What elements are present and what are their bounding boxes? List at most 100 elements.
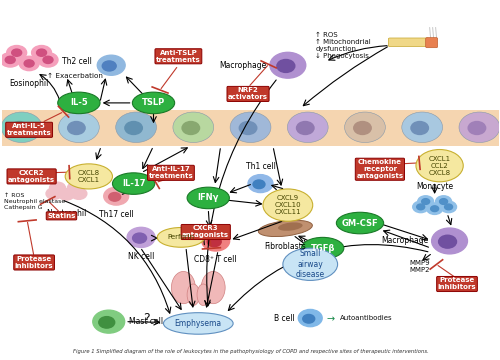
Text: CXCL8
CXCL1: CXCL8 CXCL1 xyxy=(78,170,100,183)
Circle shape xyxy=(418,196,434,207)
Ellipse shape xyxy=(278,222,302,231)
Ellipse shape xyxy=(263,189,312,221)
Text: $\rightarrow$: $\rightarrow$ xyxy=(325,313,336,323)
Text: Anti-TSLP
treatments: Anti-TSLP treatments xyxy=(156,50,201,63)
Circle shape xyxy=(422,199,430,204)
Circle shape xyxy=(298,310,322,327)
Circle shape xyxy=(303,315,314,323)
Circle shape xyxy=(253,180,265,189)
FancyBboxPatch shape xyxy=(2,110,500,146)
FancyBboxPatch shape xyxy=(388,38,428,46)
Circle shape xyxy=(440,199,448,204)
Text: Protease
inhibitors: Protease inhibitors xyxy=(438,278,476,291)
Circle shape xyxy=(46,188,62,199)
Circle shape xyxy=(24,60,34,67)
Text: MMP9
MMP2: MMP9 MMP2 xyxy=(410,260,430,273)
Text: Th1 cell: Th1 cell xyxy=(246,162,276,171)
Circle shape xyxy=(98,55,125,75)
Circle shape xyxy=(277,59,295,72)
Ellipse shape xyxy=(164,313,233,334)
Ellipse shape xyxy=(459,112,500,143)
Circle shape xyxy=(19,56,39,71)
Circle shape xyxy=(12,49,22,56)
Circle shape xyxy=(432,228,468,254)
Text: Fibroblasts: Fibroblasts xyxy=(264,242,306,251)
Ellipse shape xyxy=(132,92,174,114)
Text: TSLP: TSLP xyxy=(142,98,165,107)
Circle shape xyxy=(440,201,456,213)
Ellipse shape xyxy=(2,112,42,143)
Circle shape xyxy=(444,204,452,210)
Ellipse shape xyxy=(344,112,386,143)
Circle shape xyxy=(104,187,128,205)
Text: ↑ ROS
↑ Mitochondrial
dysfunction
↓ Phagocytosis: ↑ ROS ↑ Mitochondrial dysfunction ↓ Phag… xyxy=(315,32,371,59)
Text: Protease
inhibitors: Protease inhibitors xyxy=(15,256,54,269)
Circle shape xyxy=(248,175,273,193)
Text: Th17 cell: Th17 cell xyxy=(99,210,134,219)
Ellipse shape xyxy=(124,121,143,135)
Text: ?: ? xyxy=(142,311,150,325)
Text: CD8⁺ T cell: CD8⁺ T cell xyxy=(194,255,237,264)
Circle shape xyxy=(108,193,120,201)
Ellipse shape xyxy=(187,187,230,209)
Ellipse shape xyxy=(336,212,384,234)
Ellipse shape xyxy=(173,112,214,143)
Ellipse shape xyxy=(116,112,156,143)
Ellipse shape xyxy=(402,112,442,143)
Ellipse shape xyxy=(65,164,112,189)
Text: Statins: Statins xyxy=(48,213,76,219)
Ellipse shape xyxy=(172,271,196,304)
Circle shape xyxy=(68,182,84,194)
Text: Macrophage: Macrophage xyxy=(220,61,267,70)
Circle shape xyxy=(438,235,456,248)
Text: IL-5: IL-5 xyxy=(70,98,88,107)
Ellipse shape xyxy=(197,284,209,306)
Text: IFNγ: IFNγ xyxy=(198,193,219,202)
Text: Macrophage: Macrophage xyxy=(382,237,428,246)
Circle shape xyxy=(99,317,114,328)
Ellipse shape xyxy=(296,121,314,135)
Circle shape xyxy=(430,206,438,212)
Text: Mast cell: Mast cell xyxy=(128,317,163,326)
Circle shape xyxy=(5,56,15,63)
Ellipse shape xyxy=(58,112,100,143)
Text: ↑ ROS
Neutrophil elastase
Cathepsin G: ↑ ROS Neutrophil elastase Cathepsin G xyxy=(4,193,66,210)
Text: Perforin: Perforin xyxy=(168,234,194,240)
Text: NRF2
activators: NRF2 activators xyxy=(228,87,268,100)
Ellipse shape xyxy=(67,121,86,135)
Text: Eosinophil: Eosinophil xyxy=(10,79,49,88)
Circle shape xyxy=(93,310,124,333)
Ellipse shape xyxy=(353,121,372,135)
Ellipse shape xyxy=(58,92,100,114)
Text: B cell: B cell xyxy=(274,314,294,323)
Ellipse shape xyxy=(288,112,328,143)
Circle shape xyxy=(127,227,155,247)
Ellipse shape xyxy=(202,271,225,304)
Text: Neutrophil: Neutrophil xyxy=(46,209,86,218)
Circle shape xyxy=(0,53,20,67)
Ellipse shape xyxy=(258,220,312,237)
Text: Chemokine
receptor
antagonists: Chemokine receptor antagonists xyxy=(356,159,404,179)
Ellipse shape xyxy=(410,121,429,135)
Text: ↑ Exacerbation: ↑ Exacerbation xyxy=(46,73,102,79)
Circle shape xyxy=(102,61,116,71)
Circle shape xyxy=(36,49,46,56)
Text: Emphysema: Emphysema xyxy=(174,319,222,328)
Text: NK cell: NK cell xyxy=(128,252,154,261)
Ellipse shape xyxy=(468,121,486,135)
Ellipse shape xyxy=(238,121,258,135)
Text: Figure 1 Simplified diagram of the role of leukocytes in the pathophysiology of : Figure 1 Simplified diagram of the role … xyxy=(72,349,428,354)
Ellipse shape xyxy=(10,121,29,135)
Text: Monocyte: Monocyte xyxy=(416,182,453,191)
Ellipse shape xyxy=(416,149,463,182)
Text: TGFβ: TGFβ xyxy=(310,244,335,253)
FancyBboxPatch shape xyxy=(426,38,438,48)
Circle shape xyxy=(71,188,87,199)
Text: GM-CSF: GM-CSF xyxy=(342,219,378,228)
Text: Anti-IL-5
treatments: Anti-IL-5 treatments xyxy=(6,123,52,136)
Text: CXCR3
antagonists: CXCR3 antagonists xyxy=(182,225,230,238)
Text: Anti-IL-17
treatments: Anti-IL-17 treatments xyxy=(148,166,194,179)
Circle shape xyxy=(58,189,74,200)
Circle shape xyxy=(426,203,442,215)
Circle shape xyxy=(50,182,66,194)
